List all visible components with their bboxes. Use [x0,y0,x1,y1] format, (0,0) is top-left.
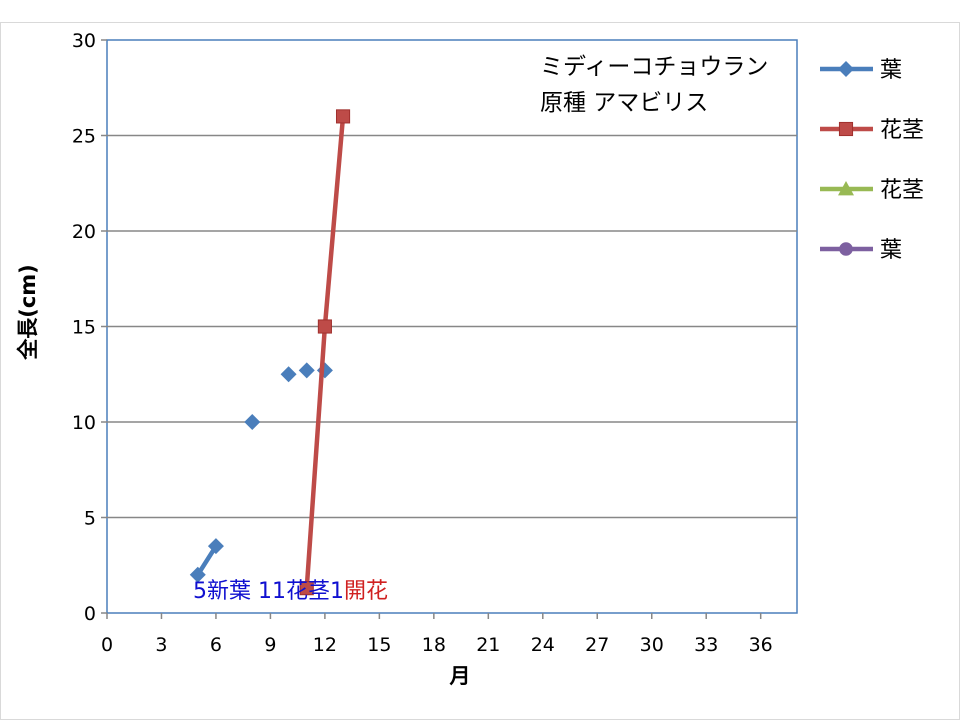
bottom-note: 5新葉 11花茎1開花 [193,579,388,604]
y-tick-label: 10 [72,412,96,434]
bottom-note-part-2: 開花 [344,579,388,604]
x-tick-labels: 0 3 6 9 12 15 18 21 24 27 30 33 36 [101,634,773,656]
y-tick-label: 15 [72,317,96,339]
annotation-line-2: 原種 アマビリス [540,90,708,116]
triangle-marker [838,181,854,196]
legend-entry-2: 花茎 [820,118,924,143]
legend-label: 花茎 [880,178,924,203]
square-marker [335,109,351,124]
bottom-note-part-1: 5新葉 11花茎1 [193,579,344,604]
legend-label: 葉 [880,238,902,263]
x-tick-label: 27 [585,634,609,656]
x-tick-label: 6 [210,634,222,656]
x-tick-label: 18 [422,634,446,656]
x-tick-label: 3 [155,634,167,656]
x-axis-title: 月 [449,664,471,688]
diamond-marker [838,61,854,77]
y-axis-title: 全長(cm) [16,264,40,361]
legend-label: 花茎 [880,118,924,143]
legend-entry-1: 葉 [820,58,902,83]
y-tick-label: 20 [72,221,96,243]
legend-entry-3: 花茎 [820,178,924,203]
diamond-marker [244,414,261,430]
series-group [189,109,351,596]
x-tick-label: 21 [476,634,500,656]
legend-entry-4: 葉 [820,238,902,263]
series-2 [299,109,351,596]
diamond-marker [207,538,224,555]
diamond-marker [280,366,297,383]
circle-marker [839,242,853,256]
x-tick-label: 24 [531,634,555,656]
series-line-segment [322,114,346,329]
diamond-marker [298,362,315,379]
y-tick-label: 25 [72,126,96,148]
annotation-line-1: ミディーコチョウラン [540,54,768,80]
y-tick-label: 0 [84,603,96,625]
x-tick-label: 36 [749,634,773,656]
square-marker [838,121,854,137]
diamond-marker [189,566,206,583]
y-tick-label: 30 [72,30,96,52]
x-tick-label: 33 [694,634,718,656]
gridlines [107,134,797,519]
axes [101,39,762,619]
square-marker [299,581,314,596]
square-marker [317,319,332,334]
x-tick-label: 15 [367,634,391,656]
series-line-segment [304,324,328,591]
legend-label: 葉 [880,58,902,83]
y-tick-labels: 0 5 10 15 20 25 30 [72,30,96,625]
x-tick-label: 30 [640,634,664,656]
x-tick-label: 12 [313,634,337,656]
x-tick-label: 0 [101,634,113,656]
x-tick-label: 9 [264,634,276,656]
y-tick-label: 5 [84,508,96,530]
